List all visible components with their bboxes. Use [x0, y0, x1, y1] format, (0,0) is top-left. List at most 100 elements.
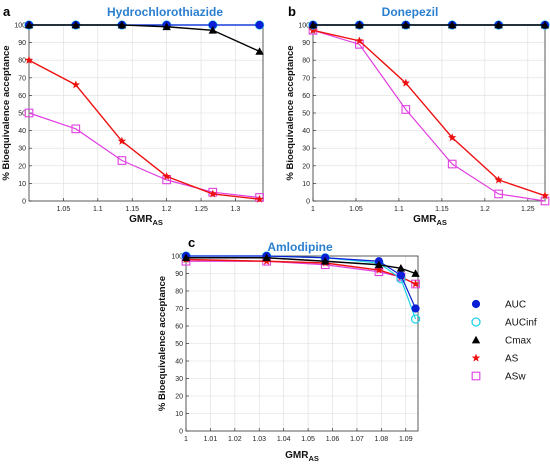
y-tick-label: 0 [22, 199, 26, 206]
y-tick-label: 50 [302, 111, 310, 118]
data-point-Cmax [494, 20, 503, 29]
data-point-Cmax [355, 20, 364, 29]
data-point-AS [71, 80, 80, 89]
y-tick-label: 30 [18, 146, 26, 153]
x-tick-label: 1.1 [93, 206, 103, 213]
y-axis-label: % Bioequivalence acceptance [285, 45, 296, 180]
y-tick-label: 100 [298, 23, 310, 30]
y-tick-label: 80 [302, 58, 310, 65]
data-point-AUC [255, 20, 264, 30]
data-point-Cmax [540, 20, 550, 29]
legend-label: AS [505, 354, 519, 365]
legend-item-AUCinf: AUCinf [471, 317, 537, 329]
data-point-AS [540, 191, 550, 200]
data-point-AS [355, 36, 364, 45]
data-point-Cmax [255, 47, 264, 55]
x-tick-label: 1.05 [57, 206, 71, 213]
series-line-ASw [28, 112, 260, 199]
data-point-ASw [117, 156, 127, 165]
data-point-AS [255, 194, 264, 203]
x-tick-label: 1.1 [394, 206, 404, 213]
x-tick-label: 1.2 [162, 206, 172, 213]
data-point-ASw [494, 189, 503, 199]
x-tick-label: 1 [184, 436, 188, 443]
data-point-ASw [255, 193, 264, 202]
data-point-AS [494, 175, 503, 184]
data-point-AUCinf [410, 314, 421, 324]
series-Cmax [24, 20, 264, 55]
legend-item-Cmax: Cmax [471, 335, 531, 347]
y-tick-label: 0 [306, 199, 310, 206]
x-tick-label: 1.25 [521, 206, 535, 213]
data-point-Cmax [401, 20, 410, 29]
y-tick-label: 80 [18, 58, 26, 65]
x-tick-label: 1.09 [399, 436, 413, 443]
data-point-AS [162, 171, 171, 180]
x-tick-label: 1.07 [350, 436, 364, 443]
y-tick-label: 30 [175, 376, 183, 383]
legend-marker-AUCinf [471, 317, 481, 327]
data-point-Cmax [181, 253, 191, 262]
data-point-AS [208, 189, 217, 198]
chart-panel-b: 0 10 20 30 40 50 60 70 80 90 100 1 1.05 1.1 1.15 1.2 1.2… [285, 4, 550, 227]
x-tick-label: 1.3 [231, 206, 241, 213]
y-tick-label: 50 [175, 341, 183, 348]
x-tick-label: 1.05 [301, 436, 315, 443]
y-tick-label: 60 [175, 324, 183, 331]
data-point-ASw [24, 108, 34, 118]
x-tick-label: 1.04 [277, 436, 291, 443]
series-AS [308, 25, 550, 200]
data-point-AUC [396, 271, 406, 280]
y-tick-label: 40 [18, 128, 26, 135]
y-tick-label: 90 [302, 40, 310, 47]
y-tick-label: 90 [175, 271, 183, 278]
data-point-Cmax [208, 26, 217, 34]
data-point-AS [374, 265, 384, 274]
y-tick-label: 60 [18, 93, 26, 100]
y-tick-label: 20 [302, 163, 310, 170]
legend-marker-AUC [471, 299, 481, 309]
x-tick-label: 1.01 [204, 436, 218, 443]
series-line-Cmax [29, 24, 260, 53]
series-line-AS [28, 59, 260, 200]
data-point-Cmax [24, 20, 34, 29]
y-tick-label: 40 [175, 359, 183, 366]
data-point-ASw [401, 105, 411, 114]
data-point-ASw [447, 159, 457, 169]
y-tick-label: 60 [302, 93, 310, 100]
series-line-AS [312, 29, 546, 197]
data-point-Cmax [374, 260, 384, 269]
y-tick-label: 0 [179, 429, 183, 436]
legend-label: AUCinf [505, 318, 537, 329]
y-tick-label: 10 [302, 181, 310, 188]
legend: AUC AUCinf Cmax AS ASw [471, 299, 537, 383]
data-point-AS [117, 136, 127, 145]
panel-label: a [3, 4, 11, 19]
y-tick-label: 20 [175, 394, 183, 401]
data-point-AS [24, 55, 34, 64]
series-AS [24, 55, 264, 203]
data-point-Cmax [308, 20, 318, 29]
legend-marker-AS [471, 353, 481, 362]
chart-panel-c: 0 10 20 30 40 50 60 70 80 90 100 1 1.01 1.02 1.03 1.04 1… [157, 235, 421, 463]
y-tick-label: 90 [18, 40, 26, 47]
legend-item-AS: AS [471, 353, 519, 365]
legend-marker-Cmax [471, 335, 481, 344]
data-point-Cmax [396, 264, 406, 272]
legend-item-ASw: ASw [471, 371, 526, 383]
y-tick-label: 10 [18, 181, 26, 188]
series-ASw [308, 25, 550, 206]
x-tick-label: 1.06 [326, 436, 340, 443]
legend-label: Cmax [505, 336, 531, 347]
series-line-AUC [186, 255, 417, 309]
y-tick-label: 100 [14, 23, 26, 30]
y-tick-label: 70 [18, 75, 26, 82]
series-Cmax [308, 20, 550, 29]
data-point-Cmax [71, 20, 80, 29]
y-tick-label: 40 [302, 128, 310, 135]
x-axis-label: GMRAS [129, 214, 163, 227]
y-tick-label: 30 [302, 146, 310, 153]
x-tick-label: 1.25 [194, 206, 208, 213]
legend-marker-ASw [471, 371, 481, 381]
data-point-AUC [411, 304, 420, 313]
